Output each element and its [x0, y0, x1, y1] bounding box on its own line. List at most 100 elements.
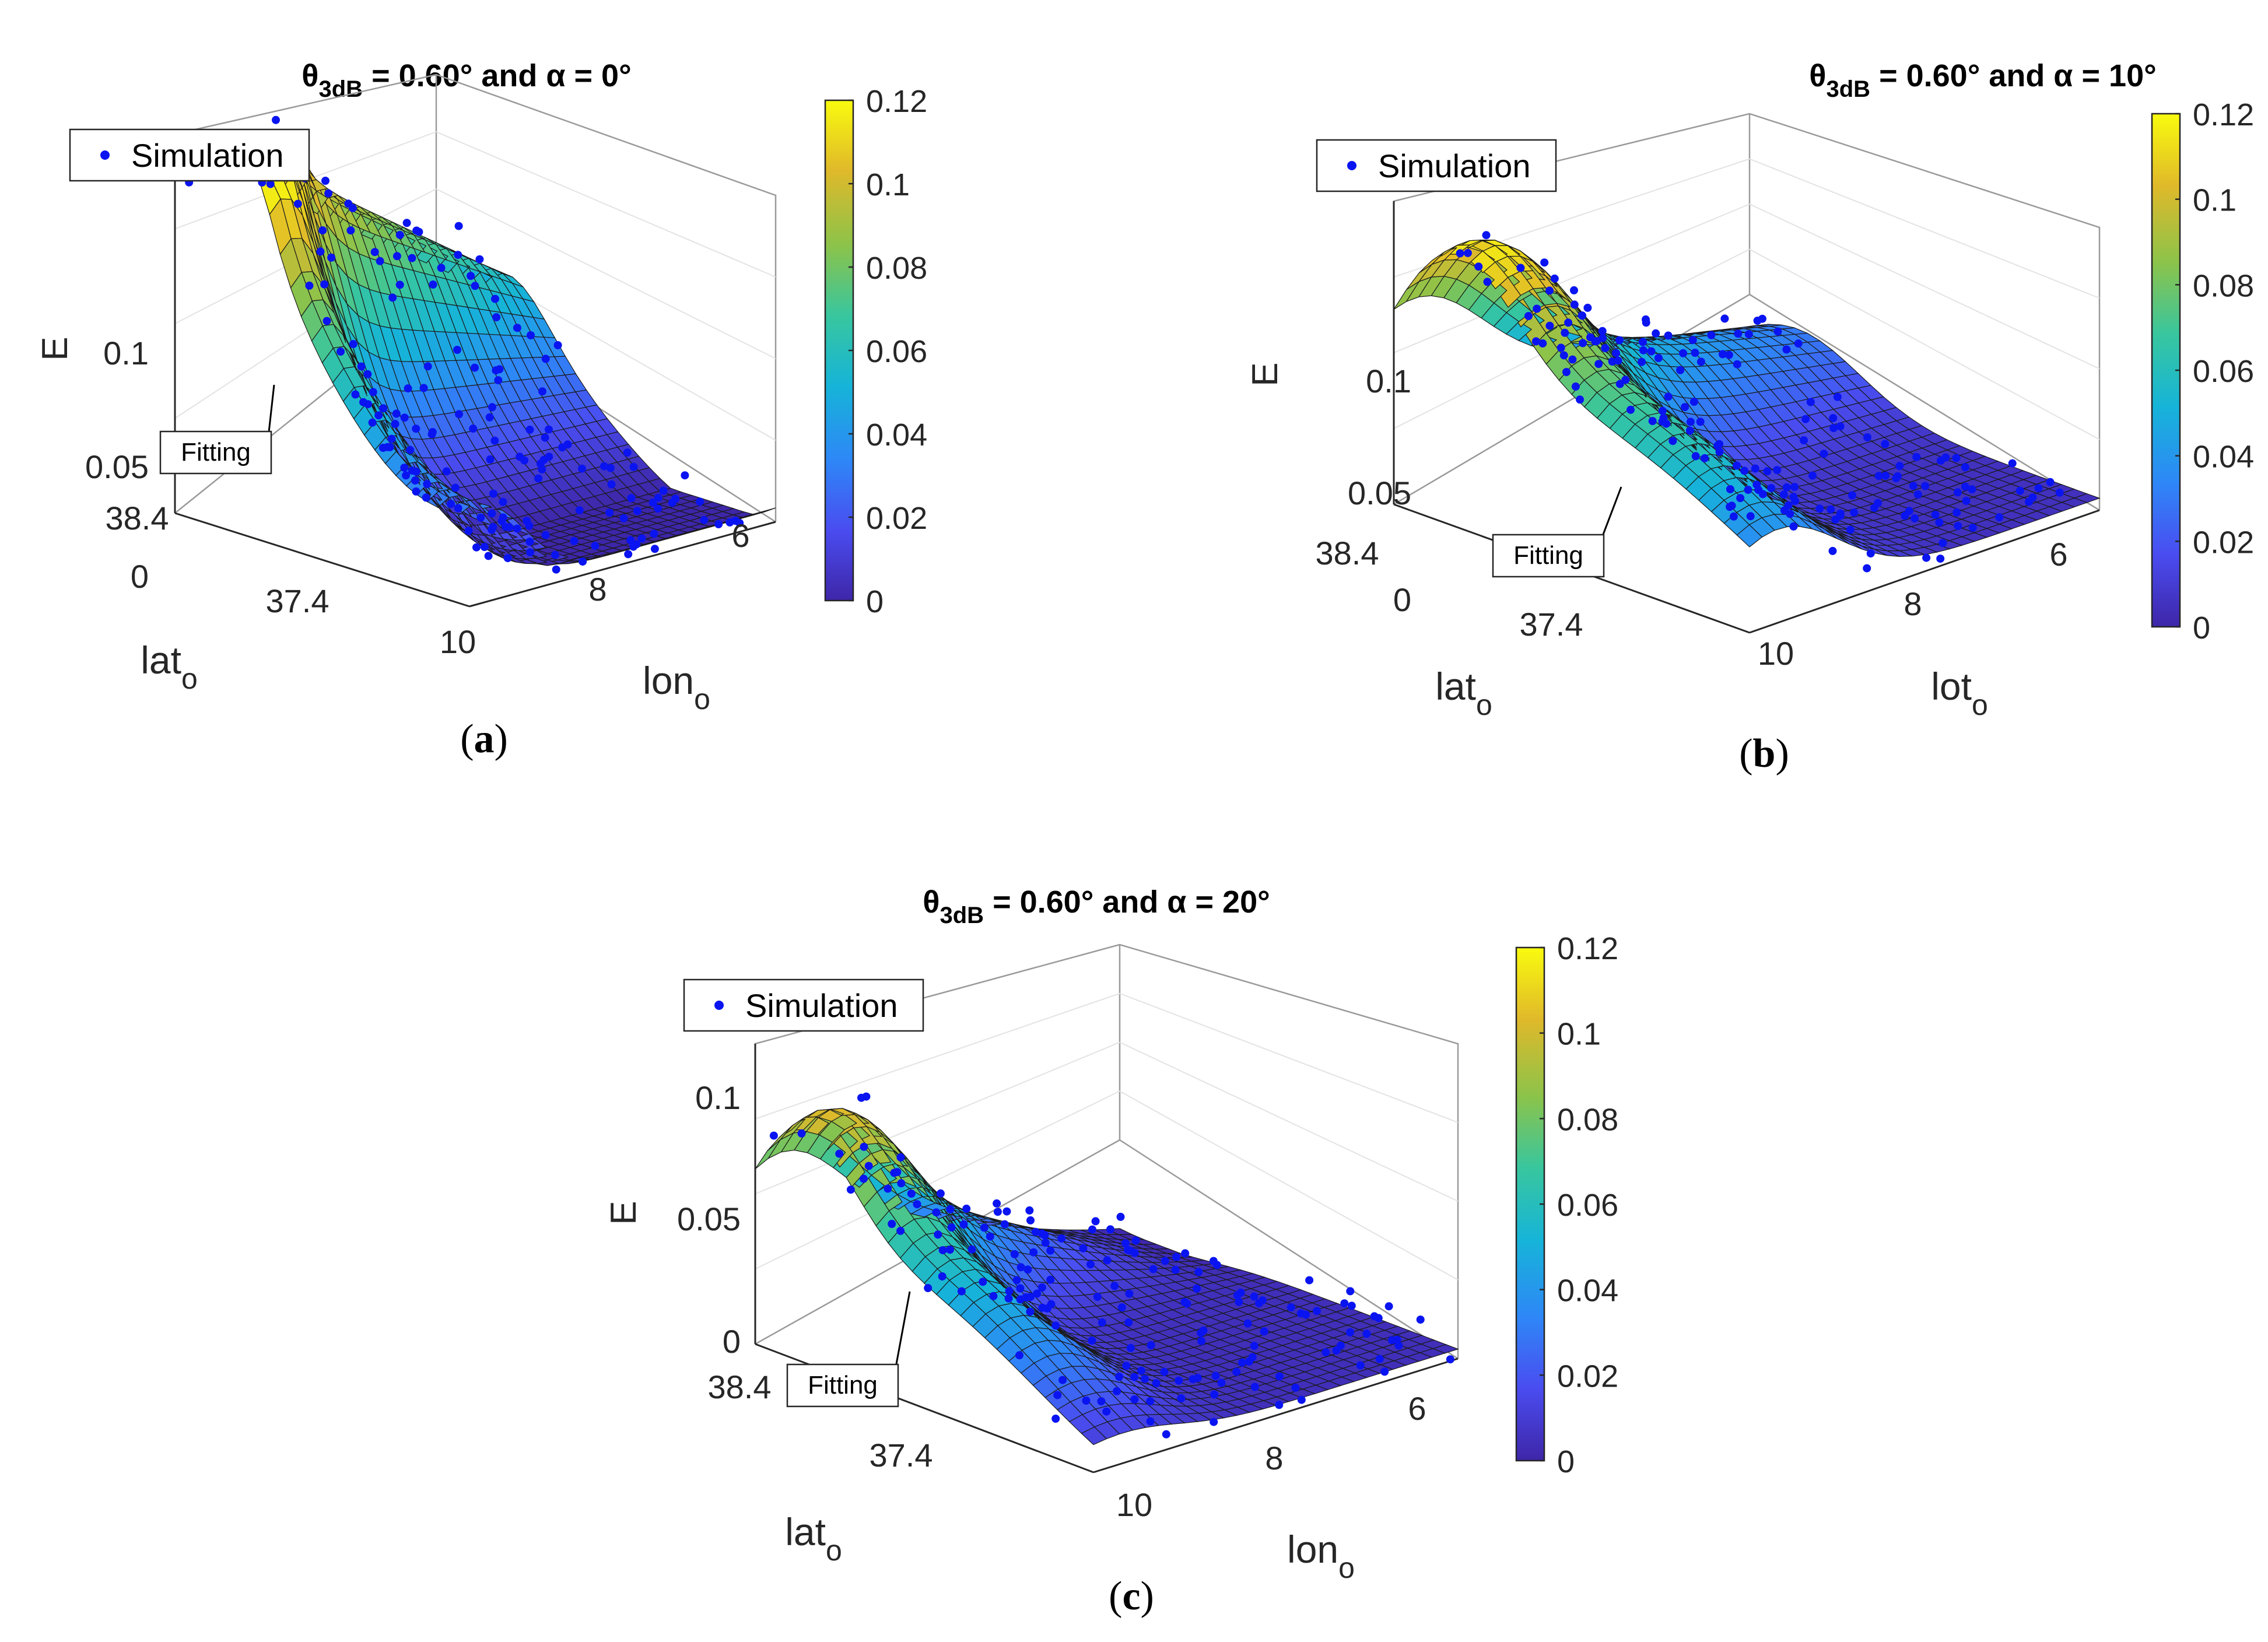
simulation-point: [1642, 315, 1650, 324]
y-axis-label: loto: [1931, 665, 1988, 721]
fitting-annotation: Fitting: [159, 384, 275, 475]
simulation-point: [1177, 1394, 1186, 1403]
simulation-point: [423, 362, 432, 371]
simulation-point: [525, 521, 534, 530]
tick-labels: 0 0.05 0.1 38.4 37.4 6 8 10: [1316, 363, 2068, 672]
simulation-point: [936, 1189, 945, 1198]
simulation-point: [986, 1232, 994, 1241]
y-axis-line: [469, 521, 776, 608]
simulation-point: [1961, 482, 1969, 491]
annotation-box: [159, 430, 272, 475]
simulation-point: [1004, 1294, 1013, 1303]
chart-title: θ3dB = 0.60° and α = 0°: [302, 58, 631, 102]
simulation-point: [442, 467, 451, 476]
simulation-point: [1561, 328, 1569, 337]
simulation-point: [1707, 331, 1716, 339]
simulation-point: [1137, 1366, 1145, 1375]
grid-line: [1749, 158, 2100, 299]
simulation-point: [1356, 1361, 1365, 1370]
simulation-point: [1789, 522, 1798, 531]
colorbar-tick-label: 0.02: [866, 501, 927, 536]
simulation-point: [374, 411, 383, 420]
simulation-point: [541, 531, 550, 539]
simulation-point: [1696, 357, 1705, 366]
caption-close: ): [1775, 731, 1789, 776]
simulation-point: [1952, 454, 1961, 462]
simulation-point: [578, 464, 586, 473]
simulation-point: [1102, 1407, 1111, 1416]
simulation-point: [1866, 549, 1875, 558]
simulation-point: [1297, 1395, 1306, 1404]
simulation-point: [552, 565, 560, 574]
simulation-point: [1626, 405, 1635, 414]
chart-panel-a: θ3dB = 0.60° and α = 0° 0 0.05 0.1 38.4 37.4 6…: [35, 58, 927, 762]
simulation-point: [471, 282, 479, 290]
z-tick-label: 0: [1393, 581, 1411, 618]
simulation-point: [323, 317, 331, 325]
simulation-point: [1126, 1246, 1134, 1255]
simulation-point: [650, 529, 658, 538]
simulation-point: [499, 497, 507, 506]
simulation-point: [1786, 510, 1794, 518]
simulation-point: [404, 384, 412, 393]
grid-line: [755, 992, 1120, 1120]
simulation-point: [1332, 1346, 1341, 1355]
simulation-point: [1614, 356, 1622, 365]
z-tick-label: 0.1: [103, 335, 149, 371]
simulation-points: [769, 1092, 1454, 1438]
simulation-point: [1715, 440, 1724, 448]
simulation-point: [1751, 464, 1759, 473]
simulation-point: [499, 513, 507, 522]
simulation-point: [1305, 1276, 1314, 1285]
simulation-point: [1141, 1374, 1149, 1383]
simulation-point: [412, 487, 420, 496]
title-prefix: θ: [1809, 58, 1826, 93]
colorbar-tick-label: 0.04: [866, 417, 927, 452]
x-axis-label-sub: o: [181, 662, 198, 695]
simulation-point: [464, 527, 473, 535]
simulation-point: [484, 552, 493, 560]
simulation-point: [1746, 512, 1755, 521]
simulation-point: [475, 255, 484, 264]
simulation-point: [1733, 360, 1741, 369]
simulation-point: [359, 398, 367, 406]
caption-open: (: [460, 717, 474, 762]
simulation-point: [1921, 482, 1930, 490]
simulation-point: [1647, 347, 1656, 356]
simulation-point: [395, 280, 404, 289]
simulation-point: [1125, 1289, 1134, 1298]
y-tick-label: 10: [1758, 635, 1794, 672]
surface-cell: [755, 1139, 781, 1170]
simulation-point: [391, 420, 399, 429]
simulation-point: [1043, 1304, 1051, 1313]
y-tick-label: 8: [1265, 1440, 1283, 1476]
simulation-point: [1016, 1284, 1025, 1293]
colorbar-tick-label: 0.12: [1557, 931, 1618, 966]
simulation-point: [563, 440, 572, 449]
legend: Simulation: [69, 128, 310, 182]
simulation-point: [388, 293, 397, 302]
simulation-point: [945, 1245, 954, 1254]
simulation-point: [1245, 1357, 1253, 1366]
fitting-surface: [1393, 239, 2101, 557]
simulation-point: [1931, 510, 1940, 519]
simulation-point: [538, 387, 546, 396]
simulation-point: [1040, 1231, 1049, 1240]
simulation-point: [629, 542, 638, 551]
y-tick-label: 8: [588, 571, 607, 608]
simulation-point: [1540, 258, 1549, 267]
simulation-point: [1340, 1299, 1349, 1308]
simulation-point: [1911, 514, 1919, 522]
simulation-point: [1012, 1276, 1021, 1285]
simulation-point: [494, 376, 503, 385]
simulation-point: [454, 251, 462, 259]
x-tick-label: 38.4: [1316, 535, 1379, 571]
simulation-point: [1362, 1329, 1371, 1338]
simulation-point: [402, 219, 411, 227]
annotation-arrow: [1600, 486, 1622, 541]
simulation-point: [1346, 1287, 1355, 1296]
simulation-point: [1836, 422, 1845, 431]
simulation-point: [1388, 1336, 1396, 1345]
simulation-point: [1664, 331, 1673, 340]
simulation-point: [1621, 376, 1630, 384]
